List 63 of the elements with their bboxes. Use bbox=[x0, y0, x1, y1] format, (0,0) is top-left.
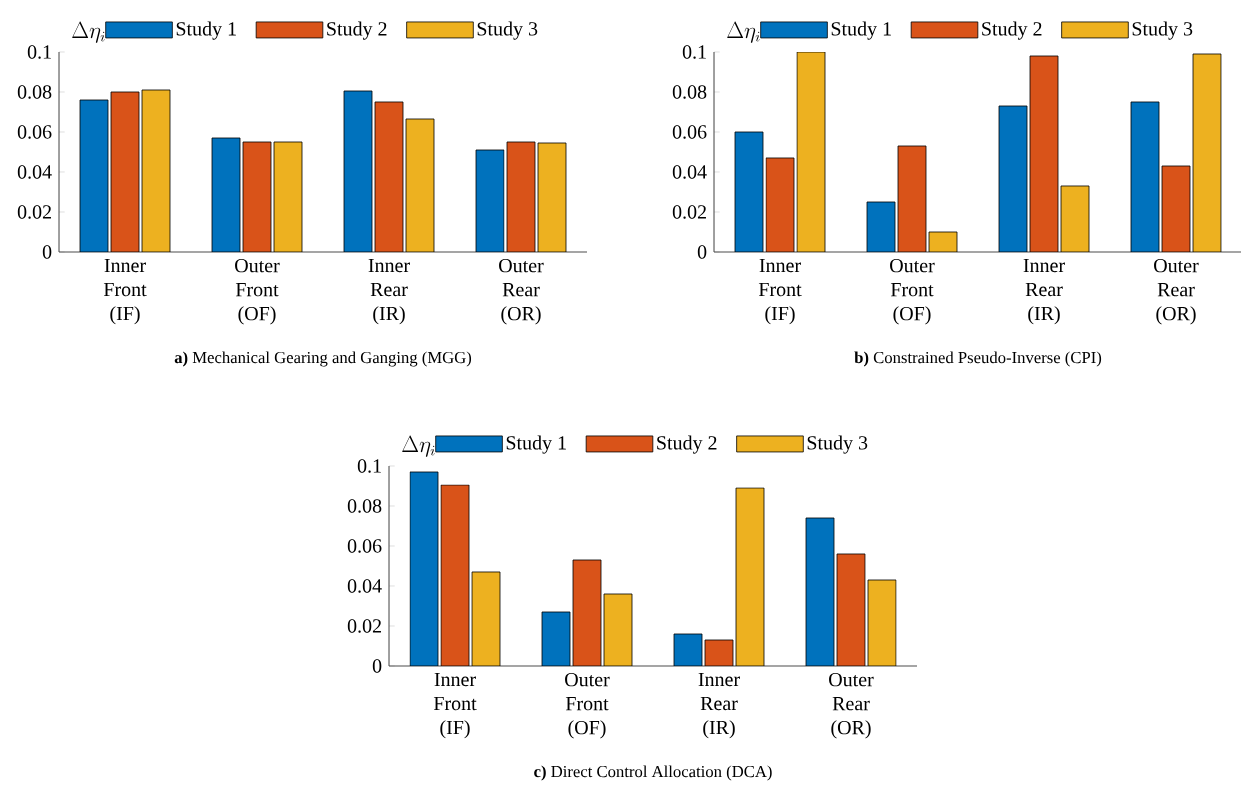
y-tick-label: 0.08 bbox=[672, 85, 707, 99]
bar bbox=[110, 91, 140, 252]
y-tick-label: 0.06 bbox=[17, 125, 52, 139]
y-tick-label: 0.02 bbox=[347, 619, 381, 633]
y-tick-label: 0.08 bbox=[17, 85, 52, 99]
legend-label: Study 1 bbox=[506, 435, 566, 454]
y-tick-label: 0.08 bbox=[347, 499, 382, 513]
y-tick-label: 0.06 bbox=[347, 539, 382, 553]
legend-label: Study 3 bbox=[807, 435, 868, 454]
y-tick-label: 0 bbox=[372, 659, 382, 673]
text: c) Direct Control Allocation (DCA) bbox=[534, 765, 772, 781]
y-tick-label: 0.1 bbox=[27, 45, 51, 59]
legend-label: Study 1 bbox=[831, 21, 891, 40]
bar bbox=[409, 471, 439, 666]
bar bbox=[734, 131, 764, 252]
bar bbox=[537, 142, 567, 252]
x-tick-label: Outer Rear (OR) bbox=[829, 672, 874, 739]
bar bbox=[867, 579, 897, 666]
legend-label: Study 2 bbox=[327, 21, 387, 40]
bar bbox=[273, 141, 303, 252]
legend-label: Study 2 bbox=[982, 21, 1042, 40]
y-tick-label: 0.1 bbox=[682, 45, 706, 59]
bar bbox=[998, 105, 1028, 252]
x-tick-label: Outer Rear (OR) bbox=[499, 258, 544, 325]
y-tick-label: 0.02 bbox=[17, 205, 51, 219]
y-tick-label: 0 bbox=[697, 245, 707, 259]
y-tick-label: 0.02 bbox=[672, 205, 706, 219]
y-tick-label: 0.04 bbox=[347, 579, 382, 593]
y-axis-title: $\Delta\eta_i$ bbox=[72, 21, 105, 43]
y-tick-label: 0 bbox=[42, 245, 52, 259]
x-tick-label: Inner Front (IF) bbox=[103, 258, 147, 325]
legend-label: Study 2 bbox=[657, 435, 717, 454]
x-tick-label: Inner Front (IF) bbox=[433, 672, 477, 739]
x-tick-label: Inner Front (IF) bbox=[758, 258, 802, 325]
bar bbox=[1130, 101, 1160, 252]
legend-label: Study 3 bbox=[477, 21, 538, 40]
legend-label: Study 1 bbox=[176, 21, 236, 40]
y-tick-label: 0.04 bbox=[672, 165, 707, 179]
y-axis-title: $\Delta\eta_i$ bbox=[727, 21, 760, 43]
x-tick-label: Inner Rear (IR) bbox=[1023, 258, 1065, 325]
bar bbox=[242, 141, 272, 252]
y-tick-label: 0.04 bbox=[17, 165, 52, 179]
text: b) Constrained Pseudo-Inverse (CPI) bbox=[854, 351, 1102, 367]
text: a) Mechanical Gearing and Ganging (MGG) bbox=[174, 351, 472, 367]
x-tick-label: Outer Front (OF) bbox=[890, 258, 935, 325]
bar bbox=[141, 89, 171, 252]
bar bbox=[475, 149, 505, 252]
y-tick-label: 0.06 bbox=[672, 125, 707, 139]
y-axis-title: $\Delta\eta_i$ bbox=[402, 435, 435, 457]
bar bbox=[374, 101, 404, 252]
bar bbox=[471, 571, 501, 666]
x-tick-label: Outer Front (OF) bbox=[565, 672, 610, 739]
bar bbox=[440, 484, 470, 666]
y-tick-label: 0.1 bbox=[357, 459, 381, 473]
bar bbox=[796, 51, 826, 252]
legend-label: Study 3 bbox=[1132, 21, 1193, 40]
x-tick-label: Inner Rear (IR) bbox=[698, 672, 740, 739]
x-tick-label: Outer Rear (OR) bbox=[1154, 258, 1199, 325]
bar bbox=[765, 157, 795, 252]
bar bbox=[405, 118, 435, 252]
x-tick-label: Outer Front (OF) bbox=[235, 258, 280, 325]
x-tick-label: Inner Rear (IR) bbox=[368, 258, 410, 325]
bar bbox=[506, 141, 536, 252]
